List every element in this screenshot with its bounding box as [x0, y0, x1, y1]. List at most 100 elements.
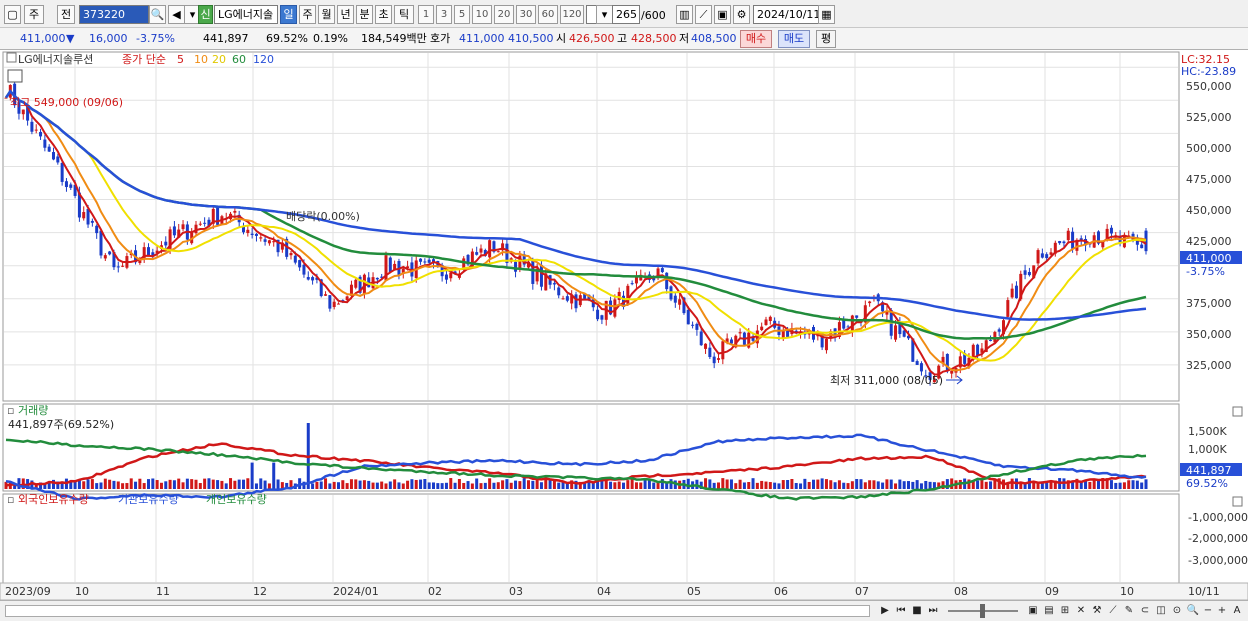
volume-bar [820, 478, 824, 489]
candle-body [108, 251, 112, 255]
zoom-slider-handle[interactable] [980, 604, 985, 618]
current-price-tag-text: 411,000 [1186, 252, 1232, 265]
volume-bar [17, 478, 21, 489]
volume-bar [52, 479, 55, 489]
volume-bar [371, 482, 375, 489]
speaker-icon[interactable]: ◀ [168, 5, 185, 24]
interval-10[interactable]: 10 [472, 5, 492, 24]
chevron-down-icon[interactable]: ▾ [596, 5, 613, 24]
volume-bar [950, 478, 954, 489]
candle-body [358, 276, 362, 293]
minus-icon[interactable]: − [1203, 605, 1213, 616]
count-input[interactable]: 265 [612, 5, 640, 24]
close-icon[interactable] [1232, 406, 1243, 417]
tab-day[interactable]: 일 [280, 5, 297, 24]
grid-icon[interactable]: ⊞ [1060, 605, 1070, 616]
magnet-icon[interactable]: ⊂ [1140, 605, 1150, 616]
plus-icon[interactable]: + [1217, 605, 1227, 616]
interval-3[interactable]: 3 [436, 5, 452, 24]
volume-bar [565, 483, 569, 489]
cross-icon[interactable]: ✕ [1076, 605, 1086, 616]
interval-1[interactable]: 1 [418, 5, 434, 24]
candle-body [937, 365, 941, 379]
interval-30[interactable]: 30 [516, 5, 536, 24]
volume-bar [984, 481, 988, 489]
panel-toggle-icon[interactable] [6, 52, 17, 63]
candle-body [211, 208, 215, 224]
brush-icon[interactable]: ✎ [1124, 605, 1134, 616]
tab-week[interactable]: 주 [299, 5, 316, 24]
volume-bar [591, 482, 595, 489]
period-unit-select[interactable]: 주 [24, 5, 44, 24]
candle-icon[interactable]: ▥ [676, 5, 693, 24]
candle-body [1002, 320, 1005, 335]
volume-bar [665, 481, 669, 489]
volume-bar [574, 480, 578, 489]
candle-body [367, 277, 371, 288]
y-tick: 425,000 [1186, 235, 1232, 248]
interval-60[interactable]: 60 [538, 5, 558, 24]
draw-icon[interactable]: ⟋ [695, 5, 712, 24]
volume-bar [99, 482, 103, 489]
volume-bar [863, 482, 867, 489]
bid-label: 호가 [430, 32, 451, 45]
skip-end-icon[interactable]: ⏭ [928, 605, 938, 616]
volume-bar [617, 481, 621, 489]
candle-body [721, 341, 725, 360]
volume-bar [423, 479, 427, 489]
search-icon[interactable]: 🔍 [149, 5, 166, 24]
interval-20[interactable]: 20 [494, 5, 514, 24]
skip-start-icon[interactable]: ⏮ [896, 605, 906, 616]
play-icon[interactable]: ▶ [881, 605, 889, 616]
volume-bar [419, 479, 423, 489]
search-icon[interactable]: 🔍 [1186, 605, 1200, 616]
window-icon[interactable]: ▢ [4, 5, 21, 24]
candle-body [958, 356, 962, 368]
tab-minute[interactable]: 분 [356, 5, 373, 24]
candle-body [989, 339, 993, 341]
volume-bar [751, 478, 755, 489]
interval-120[interactable]: 120 [560, 5, 584, 24]
interval-5[interactable]: 5 [454, 5, 470, 24]
candle-body [522, 254, 526, 265]
grid-toggle-icon[interactable] [7, 69, 23, 83]
prev-button[interactable]: 전 [57, 5, 75, 24]
save-icon[interactable]: ▣ [714, 5, 731, 24]
volume-bar [384, 483, 388, 489]
zoom-icon[interactable]: ⊙ [1172, 605, 1182, 616]
sell-button[interactable]: 매도 [778, 30, 810, 48]
image-icon[interactable]: ▤ [1044, 605, 1054, 616]
tab-second[interactable]: 초 [375, 5, 392, 24]
candle-body [393, 263, 397, 271]
horizontal-scrollbar[interactable] [5, 605, 870, 617]
stock-code-input[interactable]: 373220 [79, 5, 149, 24]
tool-icon[interactable]: ⚒ [1092, 605, 1102, 616]
candle-body [332, 301, 336, 308]
calendar-icon[interactable]: ▦ [818, 5, 835, 24]
candle-body [708, 347, 712, 358]
candle-body [151, 252, 155, 257]
stop-icon[interactable]: ■ [912, 605, 922, 616]
chart-area[interactable]: LG에너지솔루션 종가 단순 5 10 20 60 120 LC:32.15 H… [0, 50, 1248, 600]
volume-bar [717, 482, 720, 489]
candle-body [734, 335, 738, 348]
gear-icon[interactable]: ⚙ [733, 5, 750, 24]
eval-button[interactable]: 평 [816, 30, 836, 48]
candle-body [172, 226, 176, 236]
volume-bar [453, 482, 457, 489]
candle-body [699, 331, 703, 346]
volume-bar [993, 478, 997, 489]
holding-line-individual [5, 438, 1147, 501]
settings-icon[interactable]: ▣ [1028, 605, 1038, 616]
candle-body [90, 220, 94, 223]
date-input[interactable]: 2024/10/11 [753, 5, 820, 24]
tab-year[interactable]: 년 [337, 5, 354, 24]
layer-icon[interactable]: ◫ [1156, 605, 1166, 616]
close-icon[interactable] [1232, 496, 1243, 507]
line-icon[interactable]: ⟋ [1109, 605, 1117, 616]
text-size-icon[interactable]: A [1233, 605, 1241, 616]
tab-month[interactable]: 월 [318, 5, 335, 24]
buy-button[interactable]: 매수 [740, 30, 772, 48]
candle-body [587, 294, 591, 301]
tab-tick[interactable]: 틱 [394, 5, 414, 24]
